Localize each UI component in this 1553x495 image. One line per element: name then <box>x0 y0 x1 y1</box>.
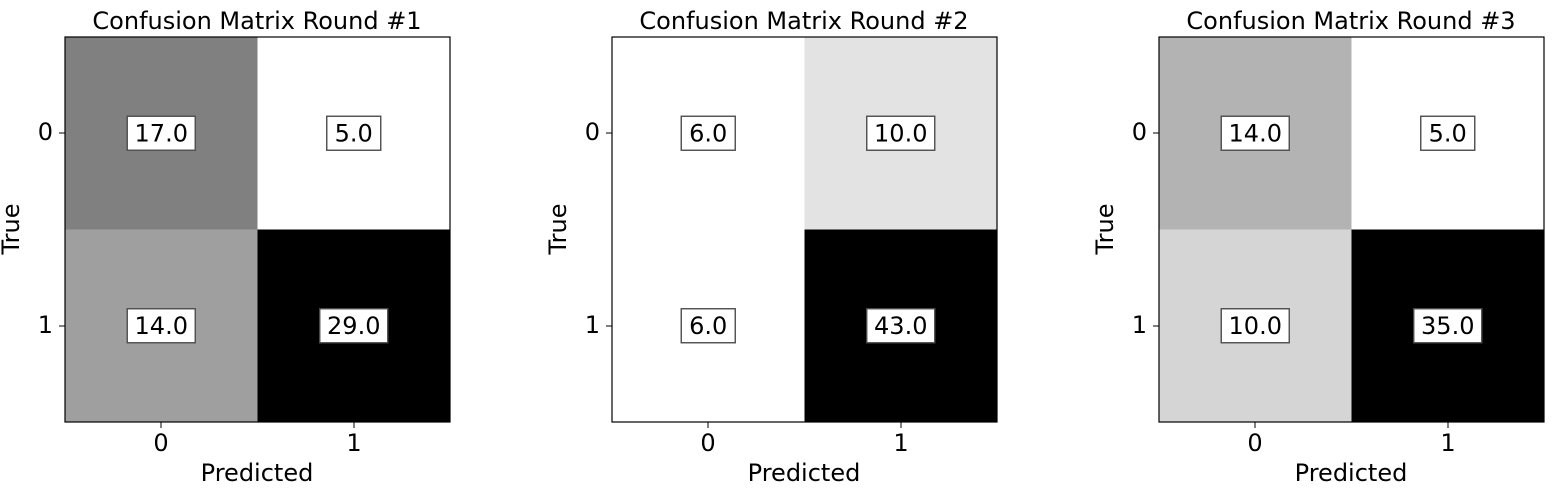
cell-value-label: 14.0 <box>1229 119 1282 147</box>
confusion-matrix-panel-3: Confusion Matrix Round #3 14.0 5.0 10.0 35.… <box>1091 7 1545 487</box>
cell-value-box <box>1220 308 1290 344</box>
cell-value-label: 35.0 <box>1421 312 1474 340</box>
x-tick-label: 0 <box>700 429 715 457</box>
confusion-matrix-panel-1: Confusion Matrix Round #1 17.0 5.0 14.0 29.… <box>0 7 451 487</box>
cell-value-label: 5.0 <box>1429 119 1467 147</box>
cell-value-box <box>680 115 736 151</box>
y-tick-label: 1 <box>1132 311 1147 339</box>
x-axis: 0 1 Predicted <box>153 422 362 487</box>
y-axis: 0 1 True <box>544 118 612 339</box>
y-tick-label: 0 <box>38 118 53 146</box>
cell-value-box <box>866 115 936 151</box>
cell-value-box <box>126 308 196 344</box>
heatmap-cells: 6.0 10.0 6.0 43.0 <box>612 37 997 422</box>
cell-value-box <box>1220 115 1290 151</box>
plot-frame <box>1158 36 1545 423</box>
y-axis-label: True <box>544 204 572 256</box>
cell-value-label: 6.0 <box>689 312 727 340</box>
heatmap-cells: 14.0 5.0 10.0 35.0 <box>1159 37 1544 422</box>
y-axis-label: True <box>1091 204 1119 256</box>
cell-value-box <box>126 115 196 151</box>
heatmap-cells: 17.0 5.0 14.0 29.0 <box>65 37 450 422</box>
chart-title: Confusion Matrix Round #3 <box>1186 7 1515 35</box>
cell-value-box <box>680 308 736 344</box>
cell-value-label: 10.0 <box>874 119 927 147</box>
cell-value-label: 6.0 <box>689 119 727 147</box>
x-axis-label: Predicted <box>201 459 314 487</box>
chart-title: Confusion Matrix Round #2 <box>639 7 968 35</box>
x-tick-label: 0 <box>153 429 168 457</box>
cell-value-label: 29.0 <box>327 312 380 340</box>
cell-value-box <box>326 115 382 151</box>
plot-frame <box>64 36 451 423</box>
cell-value-label: 10.0 <box>1229 312 1282 340</box>
y-axis: 0 1 True <box>1091 118 1159 339</box>
cell-value-label: 5.0 <box>335 119 373 147</box>
y-axis-label: True <box>0 204 25 256</box>
x-axis-label: Predicted <box>1295 459 1408 487</box>
cell-value-label: 43.0 <box>874 312 927 340</box>
cell-value-box <box>1420 115 1476 151</box>
cell-value-label: 14.0 <box>135 312 188 340</box>
x-tick-label: 1 <box>346 429 361 457</box>
cell-value-box <box>319 308 389 344</box>
x-tick-label: 1 <box>1440 429 1455 457</box>
x-tick-label: 1 <box>893 429 908 457</box>
x-axis: 0 1 Predicted <box>700 422 909 487</box>
cell-value-label: 17.0 <box>135 119 188 147</box>
y-tick-label: 1 <box>585 311 600 339</box>
y-tick-label: 0 <box>585 118 600 146</box>
y-tick-label: 0 <box>1132 118 1147 146</box>
chart-title: Confusion Matrix Round #1 <box>92 7 421 35</box>
y-axis: 0 1 True <box>0 118 65 339</box>
cell-value-box <box>866 308 936 344</box>
x-tick-label: 0 <box>1247 429 1262 457</box>
plot-frame <box>611 36 998 423</box>
confusion-matrix-panel-2: Confusion Matrix Round #2 6.0 10.0 6.0 43.0… <box>544 7 998 487</box>
x-axis: 0 1 Predicted <box>1247 422 1456 487</box>
x-axis-label: Predicted <box>748 459 861 487</box>
y-tick-label: 1 <box>38 311 53 339</box>
cell-value-box <box>1413 308 1483 344</box>
